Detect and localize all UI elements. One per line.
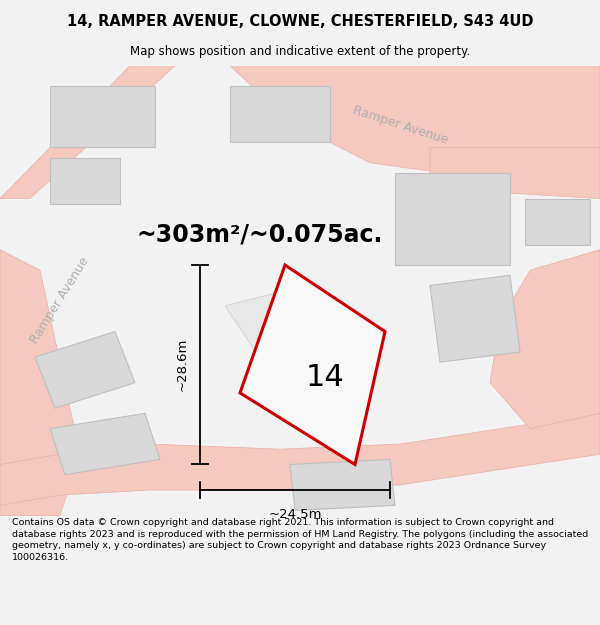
- Text: 14, RAMPER AVENUE, CLOWNE, CHESTERFIELD, S43 4UD: 14, RAMPER AVENUE, CLOWNE, CHESTERFIELD,…: [67, 14, 533, 29]
- Text: Map shows position and indicative extent of the property.: Map shows position and indicative extent…: [130, 44, 470, 58]
- Text: Contains OS data © Crown copyright and database right 2021. This information is : Contains OS data © Crown copyright and d…: [12, 518, 588, 562]
- Polygon shape: [50, 86, 155, 148]
- Polygon shape: [0, 250, 80, 516]
- Polygon shape: [0, 413, 600, 506]
- Polygon shape: [430, 275, 520, 362]
- Polygon shape: [430, 148, 600, 199]
- Polygon shape: [490, 250, 600, 429]
- Text: Ramper Avenue: Ramper Avenue: [350, 103, 449, 146]
- Text: Ramper Avenue: Ramper Avenue: [28, 255, 92, 346]
- Polygon shape: [395, 173, 510, 265]
- Polygon shape: [525, 199, 590, 244]
- Polygon shape: [225, 286, 360, 388]
- Text: ~303m²/~0.075ac.: ~303m²/~0.075ac.: [137, 222, 383, 246]
- Polygon shape: [50, 413, 160, 475]
- Text: 14: 14: [305, 363, 344, 392]
- Text: ~24.5m: ~24.5m: [268, 509, 322, 521]
- Polygon shape: [290, 459, 395, 511]
- Polygon shape: [230, 86, 330, 142]
- Polygon shape: [0, 66, 175, 199]
- Polygon shape: [240, 265, 385, 464]
- Polygon shape: [230, 66, 600, 178]
- Polygon shape: [50, 158, 120, 204]
- Text: ~28.6m: ~28.6m: [176, 338, 188, 391]
- Polygon shape: [35, 331, 135, 408]
